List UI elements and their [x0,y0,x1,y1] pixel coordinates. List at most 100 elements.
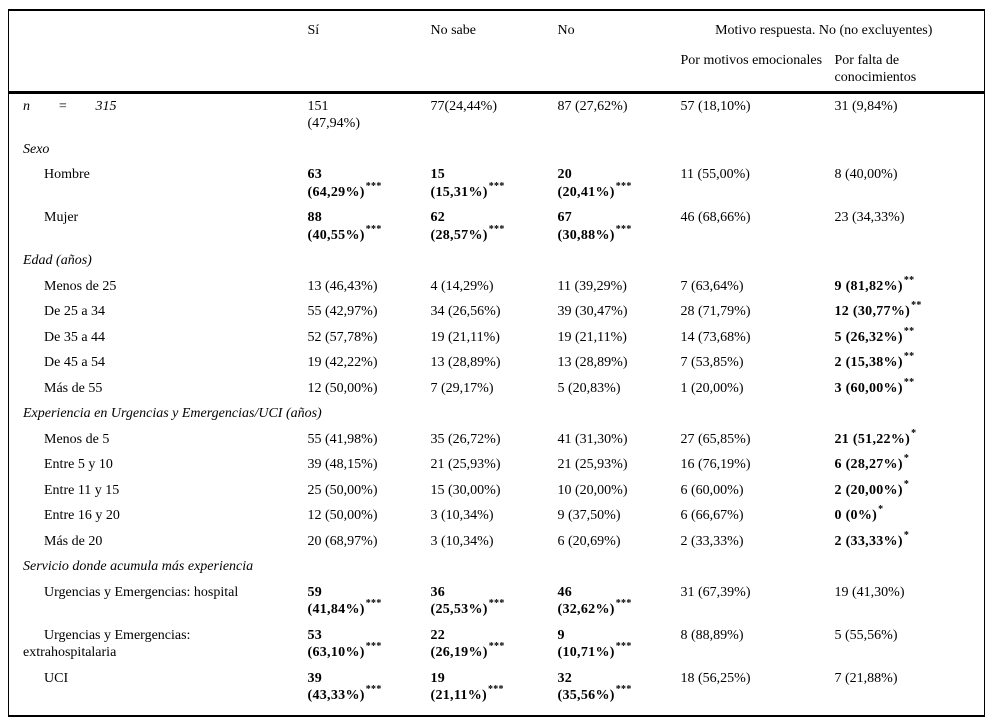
column-header-falta-conocimientos: Por falta de conocimientos [827,51,985,94]
table-row: De 25 a 34 55 (42,97%) 34 (26,56%) 39 (30,4… [9,299,985,325]
value-cell: 20 (20,41%)*** [557,167,632,200]
value-cell: 6 (20,69%) [557,533,621,549]
value-cell: 3 (60,00%)** [834,376,915,396]
value-cell: 15 (15,31%)*** [430,167,505,200]
table-row: Entre 11 y 15 25 (50,00%) 15 (30,00%) 10 (2… [9,478,985,504]
value-cell: 8 (88,89%) [680,627,744,643]
value-cell: 2 (33,33%)* [834,529,910,549]
section-label: Sexo [23,141,50,157]
table-body: n = 315 151 (47,94%) 77(24,44%) 87 (27,62%) 5… [9,92,985,716]
significance-stars: * [903,529,910,541]
value-cell: 31 (9,84%) [834,98,898,114]
value-cell: 55 (42,97%) [307,304,378,319]
value-cell: 5 (20,83%) [557,380,621,396]
header-row-sub: Por motivos emocionales Por falta de con… [8,51,985,94]
row-label: De 45 a 54 [44,355,106,370]
value-cell: 57 (18,10%) [680,98,751,114]
value-cell: 3 (10,34%) [430,533,494,549]
row-label: Menos de 5 [44,431,110,447]
value-cell: 34 (26,56%) [430,304,501,319]
significance-stars: * [903,453,910,465]
value-cell: 11 (55,00%) [680,167,750,182]
value-cell: 19 (41,30%) [834,584,905,600]
significance-stars: *** [615,223,632,235]
value-cell: 19 (42,22%) [307,355,378,370]
significance-stars: * [903,478,910,490]
value-cell: 14 (73,68%) [680,329,751,345]
column-header-no: No [557,23,575,38]
value-cell: 59 (41,84%)*** [307,584,382,618]
significance-stars: ** [903,376,915,388]
table-row: De 35 a 44 52 (57,78%) 19 (21,11%) 19 (21,1… [9,325,985,351]
column-header-group-motivo: Motivo respuesta. No (no excluyentes) [715,23,933,38]
table-row: Urgencias y Emergencias: extrahospitalari… [9,623,985,666]
row-label: Urgencias y Emergencias: hospital [44,584,239,600]
significance-stars: *** [488,223,505,235]
table-row: n = 315 151 (47,94%) 77(24,44%) 87 (27,62%) 5… [9,92,985,137]
significance-stars: *** [488,180,505,192]
column-header-si: Sí [307,23,320,38]
value-cell: 53 (63,10%)*** [307,627,382,661]
value-cell: 4 (14,29%) [430,278,494,294]
value-cell: 41 (31,30%) [557,431,628,447]
table-row: Más de 55 12 (50,00%) 7 (29,17%) 5 (20,83%)… [9,376,985,402]
column-header-motivos-emocionales: Por motivos emocionales [673,51,828,94]
section-label: Edad (años) [23,253,92,268]
significance-stars: ** [911,300,922,312]
significance-stars: ** [903,325,915,337]
value-cell: 36 (25,53%)*** [430,584,505,618]
value-cell: 6 (66,67%) [680,508,744,523]
value-cell: 77(24,44%) [430,98,498,114]
row-label: De 35 a 44 [44,329,106,345]
results-table: Sí No sabe No Motivo respuesta. No (no e… [8,9,985,717]
value-cell: 21 (51,22%)* [834,427,917,447]
table-row: Entre 5 y 10 39 (48,15%) 21 (25,93%) 21 (25… [9,452,985,478]
column-header-spacer [8,51,674,94]
section-label: Experiencia en Urgencias y Emergencias/U… [23,406,322,421]
significance-stars: *** [365,180,382,192]
value-cell: 39 (30,47%) [557,304,628,319]
row-label: n = 315 [23,98,117,114]
table-row: Más de 20 20 (68,97%) 3 (10,34%) 6 (20,69%)… [9,529,985,555]
row-label: Hombre [44,167,90,182]
value-cell: 87 (27,62%) [557,98,628,114]
value-cell: 27 (65,85%) [680,431,751,447]
section-row: Experiencia en Urgencias y Emergencias/U… [9,401,985,427]
value-cell: 28 (71,79%) [680,304,751,319]
column-header-no-sabe: No sabe [430,23,477,38]
value-cell: 16 (76,19%) [680,457,751,472]
value-cell: 35 (26,72%) [430,431,501,447]
value-cell: 7 (29,17%) [430,380,494,396]
value-cell: 0 (0%)* [834,504,884,523]
significance-stars: * [878,504,884,516]
value-cell: 5 (55,56%) [834,627,898,643]
significance-stars: *** [615,598,632,610]
value-cell: 2 (33,33%) [680,533,744,549]
value-cell: 13 (28,89%) [430,355,501,370]
value-cell: 2 (20,00%)* [834,478,910,498]
column-header-empty [9,10,301,52]
value-cell: 8 (40,00%) [834,167,898,182]
value-cell: 10 (20,00%) [557,482,628,498]
significance-stars: *** [365,223,382,235]
table-row: Mujer 88 (40,55%)*** 62 (28,57%)*** 67 (30,88%… [9,205,985,248]
value-cell: 6 (60,00%) [680,482,744,498]
value-cell: 19 (21,11%)*** [430,670,504,704]
value-cell: 67 (30,88%)*** [557,210,632,243]
significance-stars: *** [487,684,504,696]
value-cell: 88 (40,55%)*** [307,210,382,243]
value-cell: 1 (20,00%) [680,380,744,396]
row-label: Menos de 25 [44,278,117,294]
value-cell: 46 (32,62%)*** [557,584,632,618]
significance-stars: ** [903,274,915,286]
header-row-main: Sí No sabe No Motivo respuesta. No (no e… [9,10,985,52]
value-cell: 18 (56,25%) [680,670,751,686]
section-label: Servicio donde acumula más experiencia [23,559,254,574]
section-row: Edad (años) [9,248,985,274]
value-cell: 9 (37,50%) [557,508,621,523]
value-cell: 9 (81,82%)** [834,274,915,294]
value-cell: 5 (26,32%)** [834,325,915,345]
value-cell: 7 (21,88%) [834,670,898,686]
value-cell: 7 (63,64%) [680,278,744,294]
